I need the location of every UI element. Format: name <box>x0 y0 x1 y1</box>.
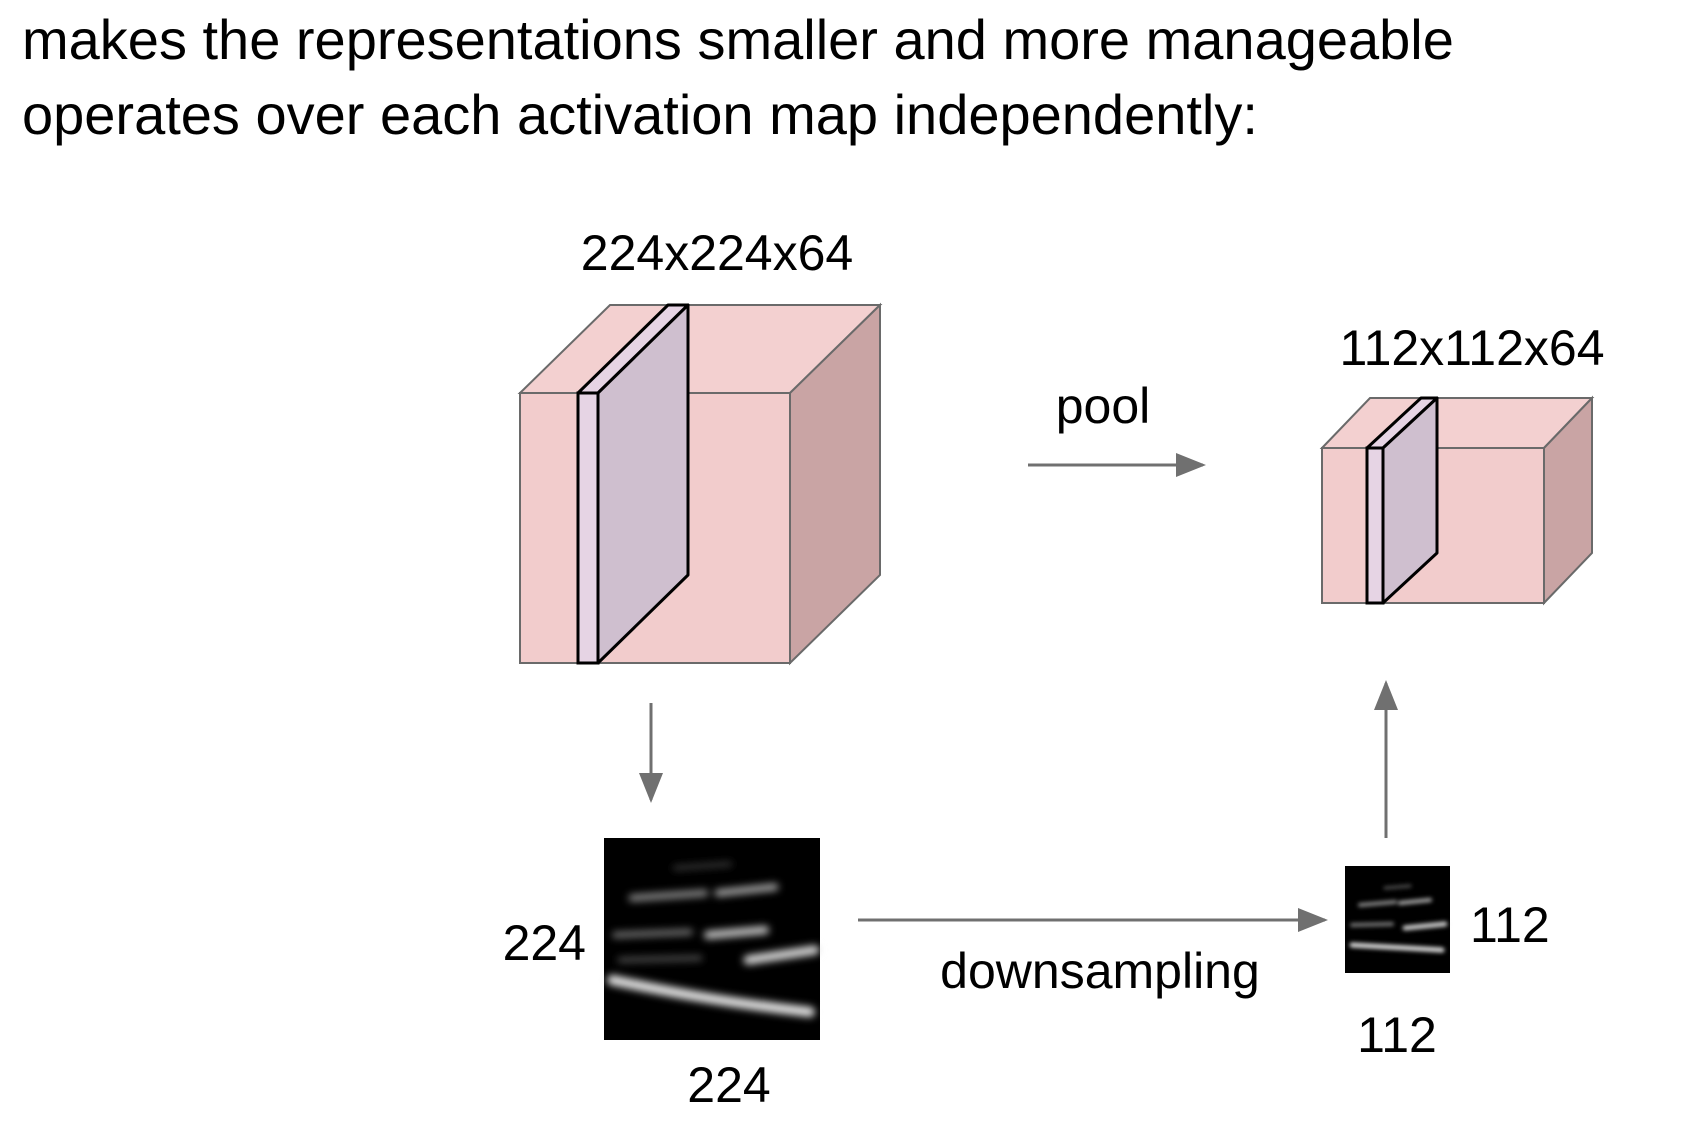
input-map-height-label: 224 <box>503 915 586 971</box>
output-activation-map <box>1345 866 1450 973</box>
input-volume <box>517 302 883 666</box>
input-map-width-label: 224 <box>687 1057 770 1113</box>
input-activation-slice <box>576 303 690 665</box>
input-volume-label: 224x224x64 <box>581 225 853 281</box>
output-volume-label: 112x112x64 <box>1339 320 1604 376</box>
downsampling-label: downsampling <box>940 943 1260 999</box>
pool-label: pool <box>1056 378 1151 434</box>
output-volume <box>1319 395 1595 606</box>
input-activation-map <box>604 838 820 1040</box>
heading-line-2: operates over each activation map indepe… <box>22 83 1258 146</box>
output-map-width-label: 112 <box>1357 1007 1437 1063</box>
output-map-height-label: 112 <box>1470 897 1550 953</box>
heading-line-1: makes the representations smaller and mo… <box>22 8 1454 71</box>
output-activation-slice <box>1365 396 1439 605</box>
